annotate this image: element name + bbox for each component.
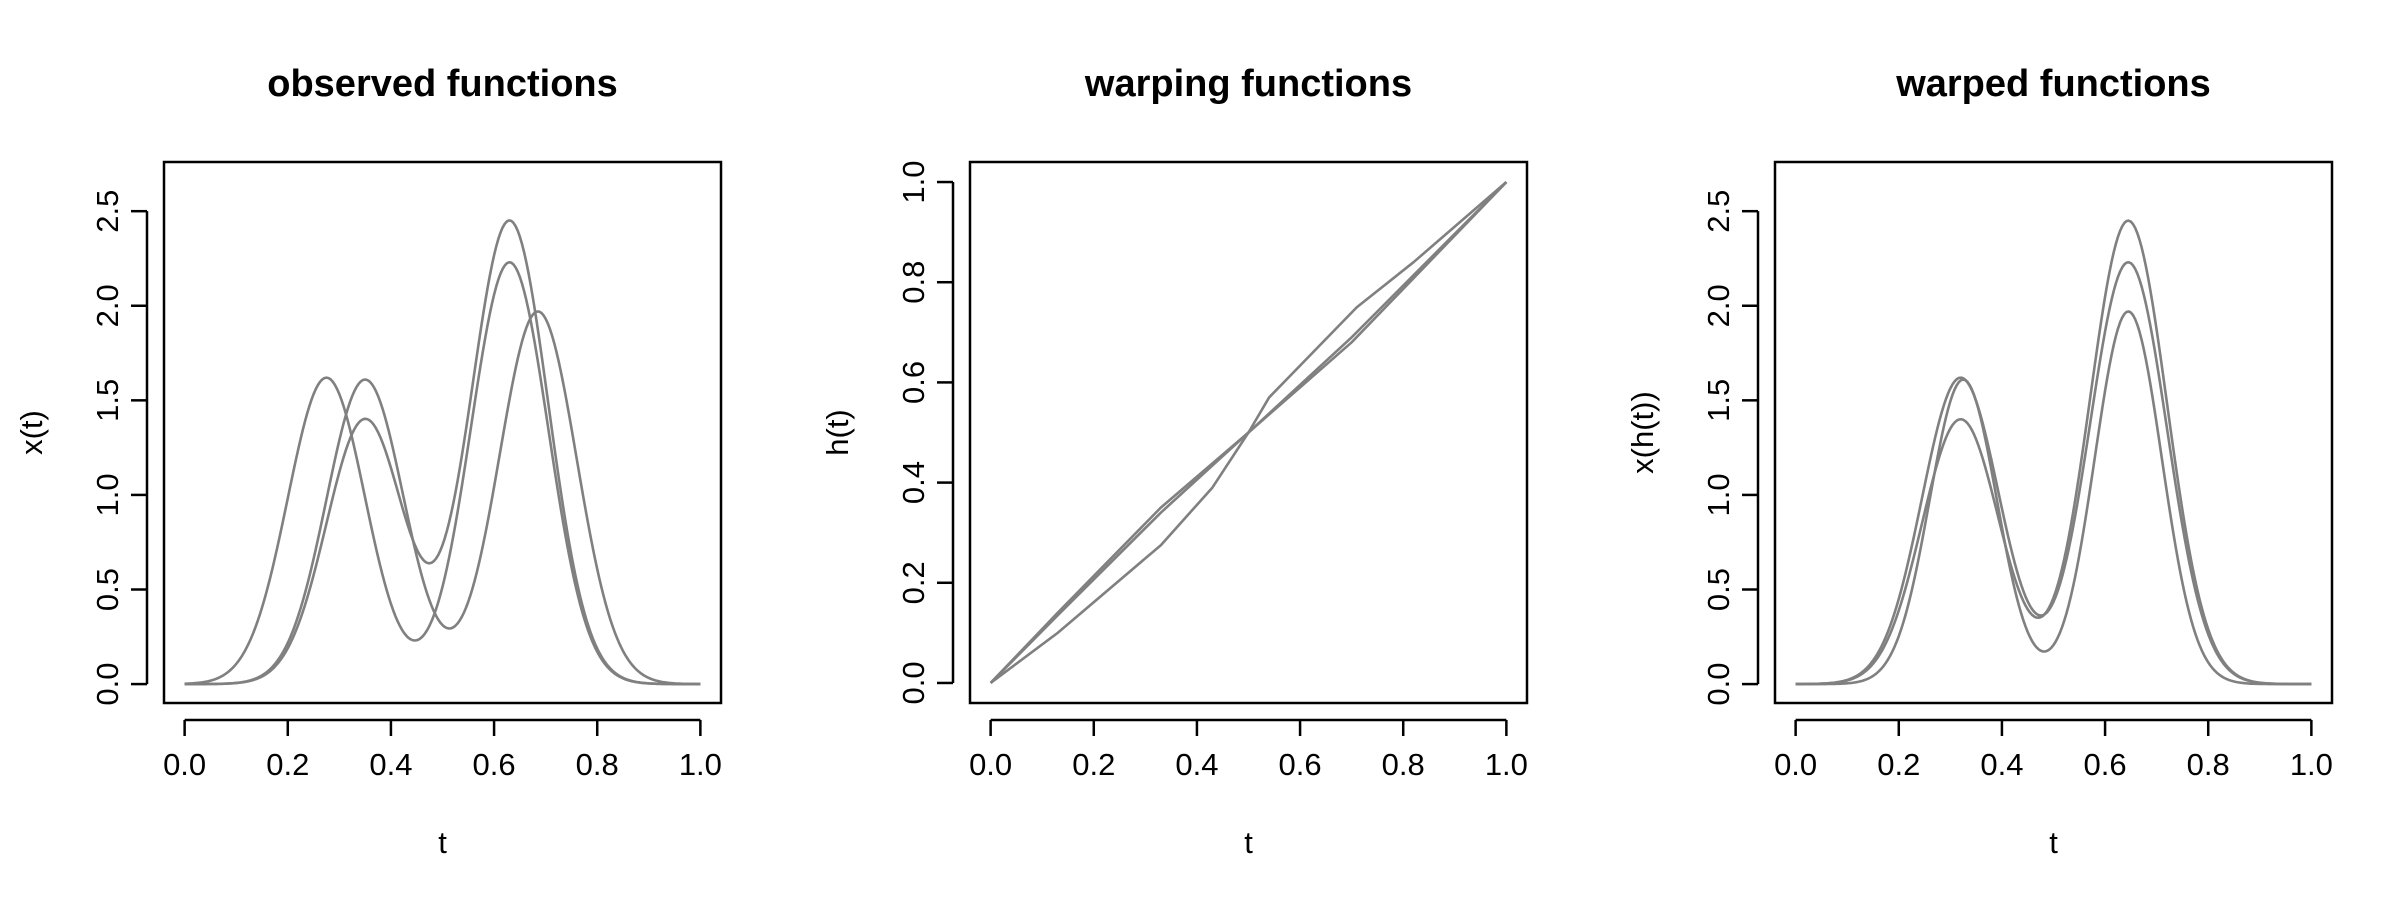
series-line-2 xyxy=(1795,219,2312,686)
y-axis-label: x(t) xyxy=(14,410,49,455)
plot-frame xyxy=(968,160,1529,705)
chart-title: warped functions xyxy=(1895,63,2211,105)
x-tick-label: 0.8 xyxy=(1382,747,1425,782)
y-axis: 0.0 0.5 1.0 1.5 2.0 2.5 xyxy=(90,190,149,706)
series-line-1 xyxy=(1795,260,2312,686)
chart-title: warping functions xyxy=(1084,63,1412,105)
x-tick-label: 0.0 xyxy=(163,747,206,782)
y-axis: 0.0 0.5 1.0 1.5 2.0 2.5 xyxy=(1701,190,1760,706)
x-tick-label: 0.8 xyxy=(576,747,619,782)
x-axis: 0.0 0.2 0.4 0.6 0.8 1.0 xyxy=(163,718,722,782)
x-tick-label: 1.0 xyxy=(1485,747,1528,782)
series-line-2 xyxy=(989,181,1508,684)
y-tick-label: 1.5 xyxy=(90,379,125,422)
x-tick-label: 0.2 xyxy=(266,747,309,782)
y-axis: 0.0 0.2 0.4 0.6 0.8 1.0 xyxy=(896,160,955,705)
series-line-3 xyxy=(989,181,1508,684)
y-axis-label: h(t) xyxy=(820,409,855,456)
y-tick-label: 0.0 xyxy=(90,663,125,706)
x-tick-label: 0.8 xyxy=(2187,747,2230,782)
y-tick-label: 1.5 xyxy=(1701,379,1736,422)
plot-frame xyxy=(162,160,723,705)
y-tick-label: 1.0 xyxy=(896,160,931,203)
y-tick-label: 0.4 xyxy=(896,461,931,504)
y-tick-label: 2.0 xyxy=(1701,284,1736,327)
series-line-2 xyxy=(184,219,701,686)
x-tick-label: 0.4 xyxy=(1980,747,2023,782)
x-axis: 0.0 0.2 0.4 0.6 0.8 1.0 xyxy=(969,718,1528,782)
y-tick-label: 1.0 xyxy=(1701,473,1736,516)
y-tick-label: 0.0 xyxy=(896,661,931,704)
panel-1: observed functions 0.0 0.2 0.4 0.6 0.8 1.0 t 0.0… xyxy=(14,63,723,860)
x-tick-label: 0.2 xyxy=(1072,747,1115,782)
series-line-3 xyxy=(1795,310,2312,686)
x-tick-label: 0.0 xyxy=(1774,747,1817,782)
y-tick-label: 1.0 xyxy=(90,473,125,516)
x-axis-label: t xyxy=(438,825,447,860)
x-tick-label: 0.4 xyxy=(1175,747,1218,782)
y-tick-label: 0.5 xyxy=(1701,568,1736,611)
x-axis: 0.0 0.2 0.4 0.6 0.8 1.0 xyxy=(1774,718,2333,782)
y-tick-label: 2.5 xyxy=(1701,190,1736,233)
x-tick-label: 0.6 xyxy=(2084,747,2127,782)
x-axis-label: t xyxy=(1244,825,1253,860)
y-tick-label: 0.8 xyxy=(896,261,931,304)
y-tick-label: 2.5 xyxy=(90,190,125,233)
y-tick-label: 0.2 xyxy=(896,561,931,604)
y-tick-label: 2.0 xyxy=(90,284,125,327)
x-tick-label: 1.0 xyxy=(2290,747,2333,782)
series-line-3 xyxy=(184,310,701,686)
x-tick-label: 1.0 xyxy=(679,747,722,782)
x-tick-label: 0.6 xyxy=(473,747,516,782)
x-tick-label: 0.4 xyxy=(369,747,412,782)
chart-title: observed functions xyxy=(267,63,618,105)
y-tick-label: 0.5 xyxy=(90,568,125,611)
x-tick-label: 0.0 xyxy=(969,747,1012,782)
plot-frame xyxy=(1773,160,2334,705)
x-axis-label: t xyxy=(2049,825,2058,860)
x-tick-label: 0.6 xyxy=(1279,747,1322,782)
x-tick-label: 0.2 xyxy=(1877,747,1920,782)
y-tick-label: 0.0 xyxy=(1701,663,1736,706)
y-tick-label: 0.6 xyxy=(896,361,931,404)
series-line-1 xyxy=(184,260,701,686)
y-axis-label: x(h(t)) xyxy=(1625,391,1660,474)
